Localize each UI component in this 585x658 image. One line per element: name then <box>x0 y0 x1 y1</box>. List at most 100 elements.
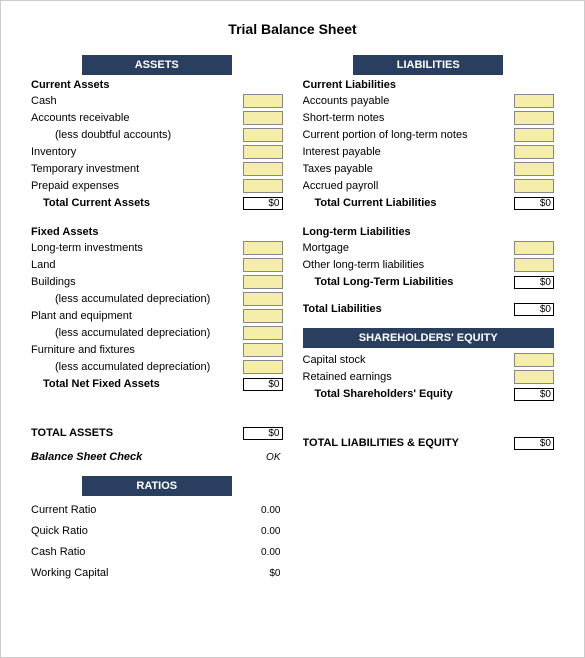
longterm-liability-input[interactable] <box>514 258 554 272</box>
current-asset-label: (less doubtful accounts) <box>31 129 243 141</box>
ratio-label: Cash Ratio <box>31 546 243 558</box>
balance-check-label: Balance Sheet Check <box>31 451 243 463</box>
current-liability-label: Interest payable <box>303 146 515 158</box>
current-asset-row: (less doubtful accounts) <box>31 127 283 143</box>
total-liabilities-equity-value: $0 <box>514 437 554 450</box>
equity-item-input[interactable] <box>514 353 554 367</box>
total-liabilities-equity-label: TOTAL LIABILITIES & EQUITY <box>303 437 515 449</box>
current-asset-row: Cash <box>31 93 283 109</box>
fixed-asset-input[interactable] <box>243 309 283 323</box>
total-current-assets-value: $0 <box>243 197 283 210</box>
ratio-row: Quick Ratio0.00 <box>31 521 283 541</box>
total-fixed-assets-row: Total Net Fixed Assets $0 <box>31 376 283 392</box>
current-assets-list: Cash Accounts receivable (less doubtful ac… <box>31 93 283 194</box>
current-asset-label: Accounts receivable <box>31 112 243 124</box>
fixed-asset-label: Furniture and fixtures <box>31 344 243 356</box>
fixed-asset-row: (less accumulated depreciation) <box>31 291 283 307</box>
fixed-asset-row: Plant and equipment <box>31 308 283 324</box>
current-liability-row: Current portion of long-term notes <box>303 127 555 143</box>
current-asset-row: Temporary investment <box>31 161 283 177</box>
longterm-liability-label: Mortgage <box>303 242 515 254</box>
current-liability-input[interactable] <box>514 179 554 193</box>
fixed-asset-input[interactable] <box>243 275 283 289</box>
total-longterm-liabilities-value: $0 <box>514 276 554 289</box>
liabilities-header: LIABILITIES <box>353 55 503 75</box>
total-fixed-assets-value: $0 <box>243 378 283 391</box>
ratio-label: Current Ratio <box>31 504 243 516</box>
balance-check-row: Balance Sheet Check OK <box>31 449 283 465</box>
current-liability-label: Short-term notes <box>303 112 515 124</box>
current-asset-input[interactable] <box>243 111 283 125</box>
fixed-asset-input[interactable] <box>243 326 283 340</box>
equity-item-input[interactable] <box>514 370 554 384</box>
equity-item-label: Capital stock <box>303 354 515 366</box>
current-liability-input[interactable] <box>514 111 554 125</box>
current-asset-row: Inventory <box>31 144 283 160</box>
ratio-label: Working Capital <box>31 567 243 579</box>
fixed-asset-input[interactable] <box>243 292 283 306</box>
current-liabilities-list: Accounts payable Short-term notes Current … <box>303 93 555 194</box>
fixed-asset-row: Buildings <box>31 274 283 290</box>
ratios-header: RATIOS <box>82 476 232 496</box>
ratio-value: 0.00 <box>243 526 283 537</box>
left-column: ASSETS Current Assets CashAccounts recei… <box>31 55 283 584</box>
equity-list: Capital stock Retained earnings <box>303 352 555 385</box>
ratio-row: Current Ratio0.00 <box>31 500 283 520</box>
equity-item-label: Retained earnings <box>303 371 515 383</box>
total-liabilities-equity-row: TOTAL LIABILITIES & EQUITY $0 <box>303 435 555 451</box>
current-liability-label: Accrued payroll <box>303 180 515 192</box>
current-asset-input[interactable] <box>243 128 283 142</box>
longterm-liabilities-list: MortgageOther long-term liabilities <box>303 240 555 273</box>
current-liability-input[interactable] <box>514 162 554 176</box>
current-liabilities-title: Current Liabilities <box>303 79 555 91</box>
current-asset-row: Prepaid expenses <box>31 178 283 194</box>
current-liability-input[interactable] <box>514 145 554 159</box>
ratio-row: Working Capital$0 <box>31 563 283 583</box>
current-asset-label: Inventory <box>31 146 243 158</box>
fixed-asset-row: Furniture and fixtures <box>31 342 283 358</box>
current-assets-title: Current Assets <box>31 79 283 91</box>
longterm-liabilities-title: Long-term Liabilities <box>303 226 555 238</box>
ratio-label: Quick Ratio <box>31 525 243 537</box>
fixed-asset-label: Buildings <box>31 276 243 288</box>
fixed-asset-row: (less accumulated depreciation) <box>31 359 283 375</box>
total-current-liabilities-label: Total Current Liabilities <box>303 197 515 209</box>
current-asset-input[interactable] <box>243 94 283 108</box>
total-current-assets-label: Total Current Assets <box>31 197 243 209</box>
fixed-asset-input[interactable] <box>243 343 283 357</box>
current-liability-label: Accounts payable <box>303 95 515 107</box>
current-asset-input[interactable] <box>243 145 283 159</box>
total-liabilities-row: Total Liabilities $0 <box>303 301 555 317</box>
current-liability-label: Current portion of long-term notes <box>303 129 515 141</box>
ratios-list: Current Ratio0.00Quick Ratio0.00Cash Rat… <box>31 500 283 583</box>
current-liability-label: Taxes payable <box>303 163 515 175</box>
longterm-liability-input[interactable] <box>514 241 554 255</box>
equity-item-row: Retained earnings <box>303 369 555 385</box>
total-current-liabilities-row: Total Current Liabilities $0 <box>303 195 555 211</box>
total-assets-label: TOTAL ASSETS <box>31 427 243 439</box>
current-liability-input[interactable] <box>514 94 554 108</box>
current-liability-row: Taxes payable <box>303 161 555 177</box>
total-current-liabilities-value: $0 <box>514 197 554 210</box>
fixed-asset-input[interactable] <box>243 258 283 272</box>
current-asset-label: Temporary investment <box>31 163 243 175</box>
total-assets-row: TOTAL ASSETS $0 <box>31 425 283 441</box>
fixed-asset-label: (less accumulated depreciation) <box>31 327 243 339</box>
total-assets-value: $0 <box>243 427 283 440</box>
current-liability-input[interactable] <box>514 128 554 142</box>
fixed-asset-input[interactable] <box>243 360 283 374</box>
current-asset-input[interactable] <box>243 162 283 176</box>
page-title: Trial Balance Sheet <box>31 21 554 37</box>
current-liability-row: Accounts payable <box>303 93 555 109</box>
fixed-asset-row: Long-term investments <box>31 240 283 256</box>
current-liability-row: Short-term notes <box>303 110 555 126</box>
total-longterm-liabilities-row: Total Long-Term Liabilities $0 <box>303 274 555 290</box>
fixed-asset-input[interactable] <box>243 241 283 255</box>
current-liability-row: Accrued payroll <box>303 178 555 194</box>
fixed-asset-label: Land <box>31 259 243 271</box>
fixed-asset-row: (less accumulated depreciation) <box>31 325 283 341</box>
total-liabilities-value: $0 <box>514 303 554 316</box>
current-asset-input[interactable] <box>243 179 283 193</box>
total-equity-value: $0 <box>514 388 554 401</box>
fixed-asset-row: Land <box>31 257 283 273</box>
